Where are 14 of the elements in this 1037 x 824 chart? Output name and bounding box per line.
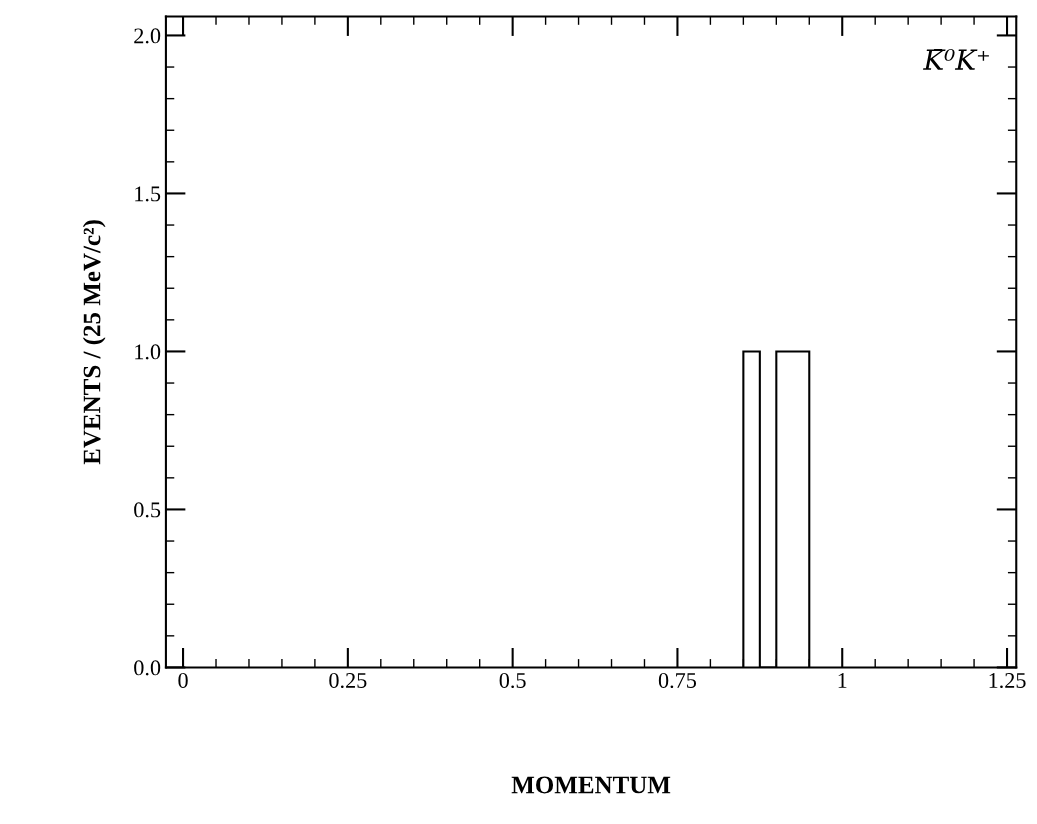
y-tick-label: 0.0 [134,660,161,676]
y-tick-label: 2.0 [134,28,161,44]
x-tick-label: 1 [838,673,847,688]
annotation: K̄⁰K⁺ [923,49,989,70]
y-tick-label: 0.5 [134,502,161,518]
y-tick-label: 1.5 [135,186,161,202]
y-tick-label: 1.0 [135,344,161,360]
y-axis-title: EVENTS / (25 MeV/c²) [82,220,106,465]
x-tick-label: 0 [178,672,188,688]
x-tick-label: 0.25 [329,672,367,689]
x-tick-label: 0.5 [499,672,526,689]
x-axis-title: MOMENTUM [511,776,671,794]
x-tick-label: 0.75 [658,672,697,689]
x-tick-label: 1.25 [989,673,1026,689]
